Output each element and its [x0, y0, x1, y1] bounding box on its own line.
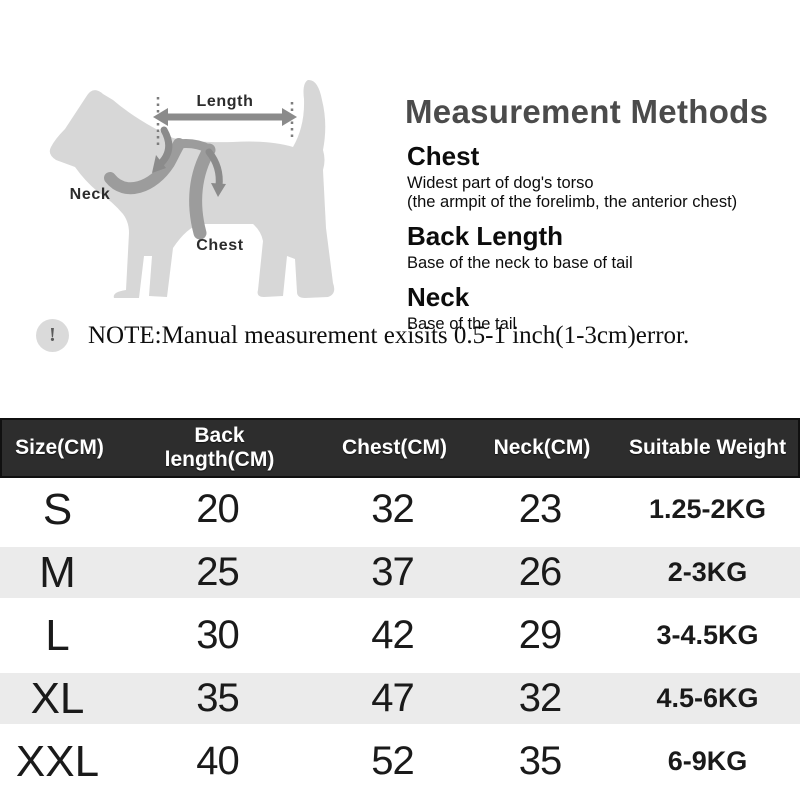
- cell-weight: 4.5-6KG: [656, 683, 759, 713]
- cell-neck: 29: [518, 613, 563, 657]
- harness-girth-strap: [189, 143, 216, 240]
- cell-weight: 2-3KG: [667, 557, 748, 587]
- neck-label: Neck: [70, 186, 111, 203]
- cell-chest: 47: [371, 676, 415, 720]
- column-header-back-length: Back length(CM): [164, 424, 275, 471]
- cell-back-length: 25: [196, 550, 240, 594]
- method-description: Widest part of dog's torso: [407, 174, 594, 192]
- length-arrow: [153, 108, 297, 126]
- table-row: L 30 42 29 3-4.5KG: [0, 604, 800, 667]
- table-row: XXL 40 52 35 6-9KG: [0, 730, 800, 793]
- dog-measurement-diagram: Length Neck Chest: [25, 50, 375, 320]
- table-header-row: Size(CM) Back length(CM) Chest(CM) Neck(…: [0, 418, 800, 478]
- cell-size: L: [45, 610, 70, 660]
- method-description: Base of the tail: [407, 315, 517, 334]
- cell-back-length: 40: [196, 739, 240, 783]
- method-section-back-length: Back Length Base of the neck to base of …: [405, 221, 797, 273]
- cell-size: XL: [30, 673, 85, 723]
- column-header-weight: Suitable Weight: [628, 436, 787, 460]
- method-description: (the armpit of the forelimb, the anterio…: [407, 193, 738, 212]
- cell-weight: 6-9KG: [667, 746, 748, 776]
- size-table: Size(CM) Back length(CM) Chest(CM) Neck(…: [0, 418, 800, 793]
- table-row: S 20 32 23 1.25-2KG: [0, 478, 800, 541]
- method-section-neck: Neck Base of the tail: [405, 282, 797, 334]
- cell-weight: 1.25-2KG: [648, 494, 767, 524]
- table-row: M 25 37 26 2-3KG: [0, 541, 800, 604]
- chest-label: Chest: [196, 237, 244, 254]
- neck-arrow: [152, 126, 173, 173]
- harness-neck-strap: [104, 138, 185, 195]
- cell-chest: 37: [371, 550, 415, 594]
- note-text: NOTE:Manual measurement exisits 0.5-1 in…: [88, 321, 690, 349]
- exclamation-icon: !: [36, 319, 69, 352]
- cell-chest: 32: [371, 487, 415, 531]
- dog-diagram-svg: Length Neck Chest: [49, 79, 335, 298]
- method-heading: Back Length: [407, 221, 564, 252]
- cell-back-length: 30: [196, 613, 240, 657]
- method-heading: Neck: [407, 282, 470, 313]
- measurement-methods: Measurement Methods Chest Widest part of…: [405, 93, 797, 335]
- length-label: Length: [197, 93, 254, 110]
- methods-title: Measurement Methods: [405, 93, 769, 130]
- cell-chest: 52: [371, 739, 415, 783]
- cell-weight: 3-4.5KG: [656, 620, 759, 650]
- method-section-chest: Chest Widest part of dog's torso (the ar…: [405, 141, 797, 212]
- table-row: XL 35 47 32 4.5-6KG: [0, 667, 800, 730]
- cell-size: XXL: [15, 736, 100, 786]
- cell-neck: 35: [518, 739, 563, 783]
- column-header-neck: Neck(CM): [493, 436, 591, 460]
- cell-size: M: [39, 547, 76, 597]
- cell-back-length: 20: [196, 487, 240, 531]
- cell-chest: 42: [371, 613, 415, 657]
- column-header-size: Size(CM): [15, 436, 104, 460]
- column-header-chest: Chest(CM): [342, 436, 447, 460]
- cell-neck: 23: [518, 487, 563, 531]
- cell-neck: 26: [518, 550, 563, 594]
- method-heading: Chest: [407, 141, 480, 171]
- cell-size: S: [42, 484, 73, 534]
- cell-back-length: 35: [196, 676, 240, 720]
- method-description: Base of the neck to base of tail: [407, 254, 633, 273]
- cell-neck: 32: [518, 676, 563, 720]
- note-banner: ! NOTE:Manual measurement exisits 0.5-1 …: [36, 319, 689, 352]
- chest-arrow: [205, 148, 226, 197]
